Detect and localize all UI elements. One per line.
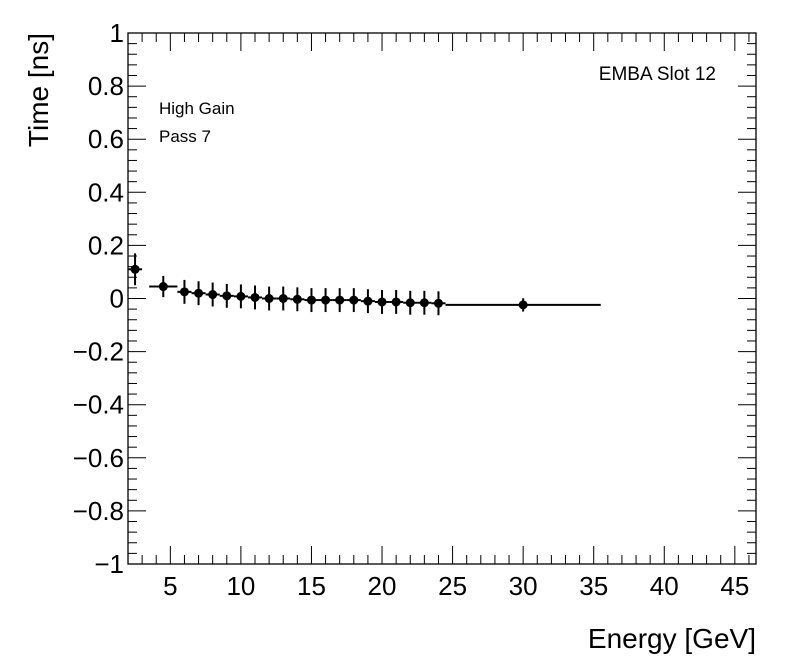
data-point bbox=[262, 286, 277, 311]
data-point bbox=[149, 275, 178, 298]
data-point bbox=[205, 282, 220, 307]
point-marker bbox=[433, 298, 443, 308]
data-points bbox=[128, 253, 601, 316]
y-tick-label: −1 bbox=[94, 549, 124, 579]
data-point bbox=[276, 286, 291, 311]
point-marker bbox=[363, 296, 373, 306]
slot-annotation: EMBA Slot 12 bbox=[599, 64, 716, 85]
point-marker bbox=[292, 294, 302, 304]
y-tick-label: −0.4 bbox=[73, 390, 124, 420]
point-marker bbox=[194, 288, 204, 298]
point-marker bbox=[222, 291, 232, 301]
y-tick-label: 0.6 bbox=[88, 124, 124, 154]
data-point bbox=[290, 287, 305, 312]
x-tick-label: 45 bbox=[720, 571, 749, 601]
y-tick-label: −0.6 bbox=[73, 443, 124, 473]
data-point bbox=[346, 288, 361, 313]
point-marker bbox=[419, 298, 429, 308]
x-tick-label: 20 bbox=[368, 571, 397, 601]
x-tick-label: 10 bbox=[226, 571, 255, 601]
point-marker bbox=[391, 297, 401, 307]
data-point bbox=[318, 288, 333, 313]
y-axis-tick-labels: −1 −0.8 −0.6 −0.4 −0.2 0 0.2 0.4 0.6 0.8 1 bbox=[73, 18, 124, 579]
data-point bbox=[247, 285, 263, 310]
point-marker bbox=[321, 295, 331, 305]
data-point bbox=[191, 281, 206, 306]
data-point bbox=[417, 290, 432, 315]
y-tick-label: 0.4 bbox=[88, 177, 124, 207]
x-axis-tick-labels: 5 10 15 20 25 30 35 40 45 bbox=[163, 571, 749, 601]
point-marker bbox=[264, 294, 274, 303]
data-point bbox=[219, 283, 234, 308]
point-marker bbox=[278, 294, 288, 303]
data-point bbox=[177, 279, 192, 304]
point-marker bbox=[130, 264, 140, 274]
data-point bbox=[403, 290, 418, 315]
point-marker bbox=[349, 295, 359, 305]
data-point bbox=[304, 288, 319, 313]
data-point bbox=[445, 298, 601, 312]
x-tick-label: 40 bbox=[650, 571, 679, 601]
data-point bbox=[360, 289, 375, 314]
point-marker bbox=[405, 298, 415, 308]
point-marker bbox=[377, 297, 387, 307]
point-marker bbox=[158, 282, 168, 292]
x-axis-ticks bbox=[127, 33, 750, 564]
x-tick-label: 5 bbox=[163, 571, 177, 601]
data-point bbox=[233, 284, 248, 309]
y-tick-label: 0.8 bbox=[88, 71, 124, 101]
point-marker bbox=[179, 287, 189, 297]
data-point bbox=[389, 290, 404, 314]
point-marker bbox=[335, 295, 345, 305]
y-tick-label: 1 bbox=[110, 18, 124, 48]
y-tick-label: 0.2 bbox=[88, 230, 124, 260]
x-axis-title: Energy [GeV] bbox=[588, 623, 756, 654]
data-point bbox=[332, 288, 347, 313]
data-point bbox=[374, 290, 390, 314]
y-axis-ticks bbox=[128, 32, 756, 565]
x-tick-label: 35 bbox=[579, 571, 608, 601]
point-marker bbox=[518, 300, 528, 310]
point-marker bbox=[250, 292, 260, 302]
x-tick-label: 30 bbox=[509, 571, 538, 601]
y-tick-label: −0.2 bbox=[73, 337, 124, 367]
data-point bbox=[128, 253, 143, 286]
pass-annotation: Pass 7 bbox=[159, 127, 211, 146]
y-tick-label: −0.8 bbox=[73, 496, 124, 526]
point-marker bbox=[236, 291, 246, 301]
y-tick-label: 0 bbox=[110, 284, 124, 314]
gain-annotation: High Gain bbox=[159, 99, 235, 118]
data-point bbox=[431, 291, 446, 316]
point-marker bbox=[306, 295, 316, 305]
x-tick-label: 25 bbox=[438, 571, 467, 601]
x-tick-label: 15 bbox=[297, 571, 326, 601]
y-axis-title: Time [ns] bbox=[23, 33, 54, 147]
point-marker bbox=[208, 290, 218, 300]
